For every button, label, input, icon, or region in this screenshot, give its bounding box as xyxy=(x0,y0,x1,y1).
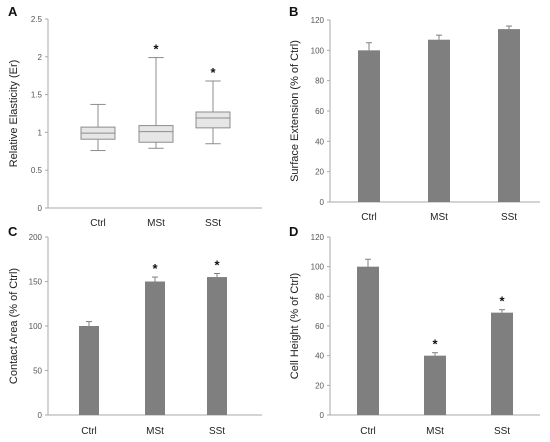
x-category-label: MSt xyxy=(426,426,444,437)
y-tick-label: 60 xyxy=(315,107,324,116)
x-category-label: SSt xyxy=(501,212,517,223)
panel-b-plot: 0 20 40 60 80 100 120 Surface Extension (% of C… xyxy=(289,16,540,223)
x-category-label: Ctrl xyxy=(81,426,97,437)
panel-letter-b: B xyxy=(289,4,298,19)
y-axis-label: Contact Area (% of Ctrl) xyxy=(8,268,20,384)
panel-letter-d: D xyxy=(289,224,298,239)
y-tick-label: 0.5 xyxy=(31,166,43,175)
bar xyxy=(79,326,99,415)
y-tick-label: 40 xyxy=(315,137,324,146)
significance-star: * xyxy=(152,261,158,276)
box-iqr xyxy=(195,111,231,129)
x-category-label: MSt xyxy=(430,212,448,223)
y-tick-label: 100 xyxy=(311,263,325,272)
bar xyxy=(145,281,165,415)
bar xyxy=(358,50,380,203)
y-tick-label: 40 xyxy=(315,352,324,361)
significance-star: * xyxy=(432,337,438,352)
y-tick-label: 80 xyxy=(315,292,324,301)
y-tick-label: 100 xyxy=(311,46,325,55)
y-tick-label: 0 xyxy=(38,411,43,420)
y-tick-label: 20 xyxy=(315,168,324,177)
x-category-label: SSt xyxy=(209,426,225,437)
x-category-label: Ctrl xyxy=(361,212,377,223)
y-axis-label: Cell Height (% of Ctrl) xyxy=(289,273,301,379)
bar xyxy=(424,355,446,415)
y-tick-label: 1 xyxy=(38,128,43,137)
y-tick-label: 80 xyxy=(315,77,324,86)
significance-star: * xyxy=(499,294,505,309)
bar xyxy=(491,312,513,415)
y-axis-label: Surface Extension (% of Ctrl) xyxy=(289,40,301,182)
x-category-label: SSt xyxy=(494,426,510,437)
y-tick-label: 50 xyxy=(33,367,42,376)
x-category-label: Ctrl xyxy=(90,218,106,229)
x-category-label: SSt xyxy=(205,218,221,229)
y-tick-label: 150 xyxy=(29,278,43,287)
significance-star: * xyxy=(153,42,159,57)
box-iqr xyxy=(138,125,174,143)
panel-c-plot: 0 50 100 150 200 Contact Area (% of Ctrl) Ctrl… xyxy=(8,233,262,437)
y-tick-label: 0 xyxy=(320,198,325,207)
significance-star: * xyxy=(214,257,220,272)
bar xyxy=(357,266,379,415)
y-tick-label: 120 xyxy=(311,233,325,242)
panel-a-plot: 0 0.5 1 1.5 2 2.5 Relative Elasticity (Er) Ctrl… xyxy=(8,15,262,229)
panel-d-plot: 0 20 40 60 80 100 120 Cell Height (% of Ctrl) Ct… xyxy=(289,233,540,437)
y-tick-label: 60 xyxy=(315,322,324,331)
panel-letter-c: C xyxy=(8,224,18,239)
y-axis-label: Relative Elasticity (Er) xyxy=(8,60,20,168)
x-category-label: Ctrl xyxy=(360,426,376,437)
y-tick-label: 200 xyxy=(29,233,43,242)
y-tick-label: 20 xyxy=(315,381,324,390)
y-tick-label: 2.5 xyxy=(31,15,43,24)
bar xyxy=(428,39,450,202)
y-tick-label: 120 xyxy=(311,16,325,25)
significance-star: * xyxy=(210,65,216,80)
x-category-label: MSt xyxy=(146,426,164,437)
y-tick-label: 2 xyxy=(38,53,43,62)
y-tick-label: 1.5 xyxy=(31,91,43,100)
panel-letter-a: A xyxy=(8,4,18,19)
x-category-label: MSt xyxy=(147,218,165,229)
panel-c: C 0 50 100 150 200 Contact Area (% of Ctrl) Ct… xyxy=(8,224,262,437)
y-tick-label: 100 xyxy=(29,322,43,331)
panel-a: A 0 0.5 1 1.5 2 2.5 Relative Elasticity (Er) Ct… xyxy=(8,4,262,229)
panel-d: D 0 20 40 60 80 100 120 Cell Height (% of Ctrl)… xyxy=(289,224,540,437)
y-tick-label: 0 xyxy=(320,411,325,420)
bar xyxy=(498,29,520,202)
panel-b: B 0 20 40 60 80 100 120 Surface Extension (% of… xyxy=(289,4,540,223)
bar xyxy=(207,277,227,415)
y-tick-label: 0 xyxy=(38,204,43,213)
